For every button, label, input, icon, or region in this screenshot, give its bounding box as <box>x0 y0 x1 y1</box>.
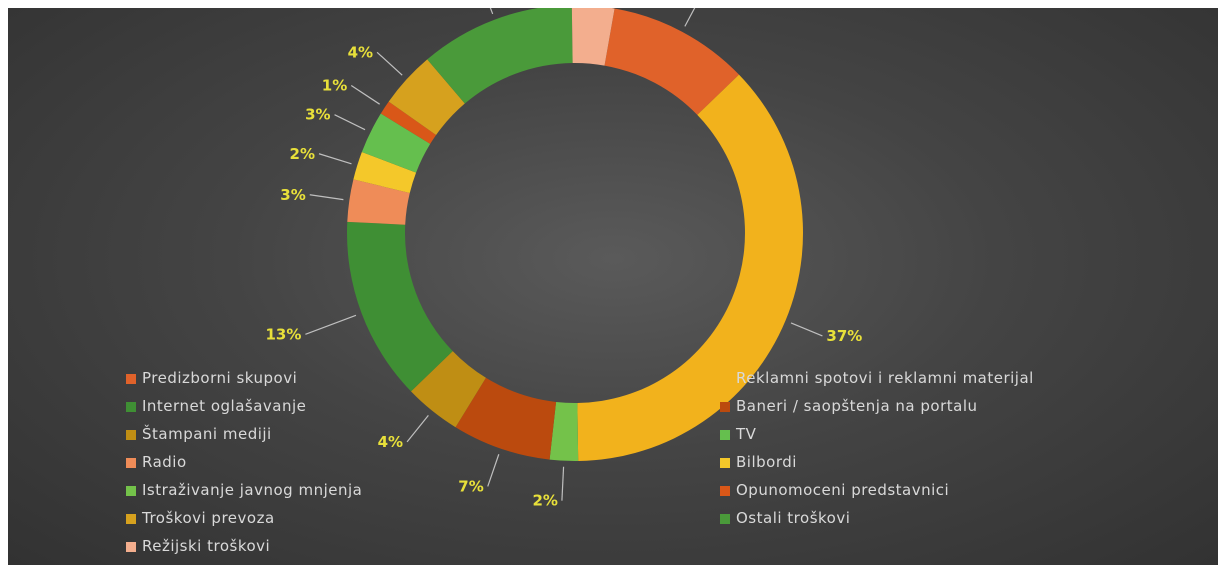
data-label-istrazivanje-javnog-mnjenja: 2% <box>532 492 557 510</box>
legend-item-tv: TV <box>720 425 757 443</box>
leader-line-istrazivanje-javnog-mnjenja <box>561 466 565 501</box>
data-label-stampani-mediji: 4% <box>378 433 403 451</box>
chart-area: 10%37%2%7%4%13%3%2%3%1%4%11%3% Predizbor… <box>8 8 1218 565</box>
data-label-opunomoceni-predstavnici: 1% <box>322 76 347 94</box>
slice-stampani-mediji <box>410 351 486 428</box>
leader-line-baneri-saopstenja-na-portalu <box>487 454 500 487</box>
slice-internet-oglasavanje <box>347 221 453 392</box>
legend-label: Reklamni spotovi i reklamni materijal <box>736 369 1034 387</box>
data-label-radio: 3% <box>280 186 305 204</box>
donut-slices <box>347 8 803 462</box>
legend-label: TV <box>735 425 757 443</box>
legend-swatch <box>720 458 730 468</box>
slice-ostali-troskovi <box>427 8 573 104</box>
legend-item-rezijski-troskovi: Režijski troškovi <box>126 537 270 555</box>
data-label-reklamni-spotovi-i-reklamni-materijal: 37% <box>826 327 862 345</box>
leader-line-stampani-mediji <box>406 414 429 443</box>
legend-label: Istraživanje javnog mnjenja <box>142 481 362 499</box>
leader-line-troskovi-prevoza <box>376 51 403 76</box>
legend-label: Radio <box>142 453 187 471</box>
data-label-baneri-saopstenja-na-portalu: 7% <box>458 477 483 495</box>
data-label-internet-oglasavanje: 13% <box>266 325 302 343</box>
legend-swatch <box>126 402 136 412</box>
legend-swatch <box>126 374 136 384</box>
legend-label: Bilbordi <box>736 453 797 471</box>
legend-swatch <box>720 514 730 524</box>
slice-opunomoceni-predstavnici <box>380 101 437 144</box>
legend-item-troskovi-prevoza: Troškovi prevoza <box>126 509 275 527</box>
legend-swatch <box>126 514 136 524</box>
legend-label: Predizborni skupovi <box>142 369 297 387</box>
legend-swatch <box>126 486 136 496</box>
legend-item-baneri-saopstenja-na-portalu: Baneri / saopštenja na portalu <box>720 397 978 415</box>
leader-line-reklamni-spotovi-i-reklamni-materijal <box>790 322 823 337</box>
leader-line-tv <box>334 114 366 131</box>
slice-istrazivanje-javnog-mnjenja <box>549 401 579 462</box>
legend-item-istrazivanje-javnog-mnjenja: Istraživanje javnog mnjenja <box>126 481 362 499</box>
legend-item-stampani-mediji: Štampani mediji <box>126 424 272 443</box>
slice-tv <box>361 113 431 173</box>
legend-label: Opunomoceni predstavnici <box>736 481 949 499</box>
slice-bilbordi <box>353 152 417 194</box>
legend-label: Režijski troškovi <box>142 537 270 555</box>
slice-reklamni-spotovi-i-reklamni-materijal <box>577 74 803 461</box>
leader-line-opunomoceni-predstavnici <box>350 84 380 105</box>
slice-predizborni-skupovi <box>604 8 740 115</box>
label-leader-lines <box>305 8 823 501</box>
legend-swatch <box>720 486 730 496</box>
legend-swatch <box>126 458 136 468</box>
leader-line-radio <box>309 194 344 201</box>
legend-item-ostali-troskovi: Ostali troškovi <box>720 509 850 527</box>
legend-label: Troškovi prevoza <box>141 509 275 527</box>
leader-line-internet-oglasavanje <box>305 314 357 335</box>
legend-label: Štampani mediji <box>142 424 272 443</box>
legend-swatch <box>720 430 730 440</box>
slice-rezijski-troskovi <box>571 8 615 66</box>
data-label-bilbordi: 2% <box>290 145 315 163</box>
data-label-tv: 3% <box>305 106 330 124</box>
slice-radio <box>347 179 410 225</box>
slice-troskovi-prevoza <box>388 59 465 136</box>
legend-item-reklamni-spotovi-i-reklamni-materijal: Reklamni spotovi i reklamni materijal <box>720 369 1034 387</box>
legend-swatch <box>720 402 730 412</box>
legend-swatch <box>126 430 136 440</box>
legend-swatch <box>720 374 730 384</box>
slice-baneri-saopstenja-na-portalu <box>455 377 557 460</box>
legend-label: Ostali troškovi <box>736 509 850 527</box>
legend-label: Internet oglašavanje <box>142 397 306 415</box>
data-labels: 10%37%2%7%4%13%3%2%3%1%4%11%3% <box>266 43 863 510</box>
data-label-troskovi-prevoza: 4% <box>348 43 373 61</box>
legend-item-radio: Radio <box>126 453 187 471</box>
legend-label: Baneri / saopštenja na portalu <box>736 397 978 415</box>
leader-line-bilbordi <box>318 153 352 165</box>
legend-item-internet-oglasavanje: Internet oglašavanje <box>126 397 306 415</box>
legend-item-predizborni-skupovi: Predizborni skupovi <box>126 369 297 387</box>
leader-line-ostali-troskovi <box>489 8 494 15</box>
legend-swatch <box>126 542 136 552</box>
legend: Predizborni skupovi Internet oglašavanje Š… <box>126 369 1034 555</box>
leader-line-predizborni-skupovi <box>684 8 696 27</box>
donut-chart: 10%37%2%7%4%13%3%2%3%1%4%11%3% Predizbor… <box>126 8 1034 555</box>
legend-item-opunomoceni-predstavnici: Opunomoceni predstavnici <box>720 481 949 499</box>
legend-item-bilbordi: Bilbordi <box>720 453 797 471</box>
